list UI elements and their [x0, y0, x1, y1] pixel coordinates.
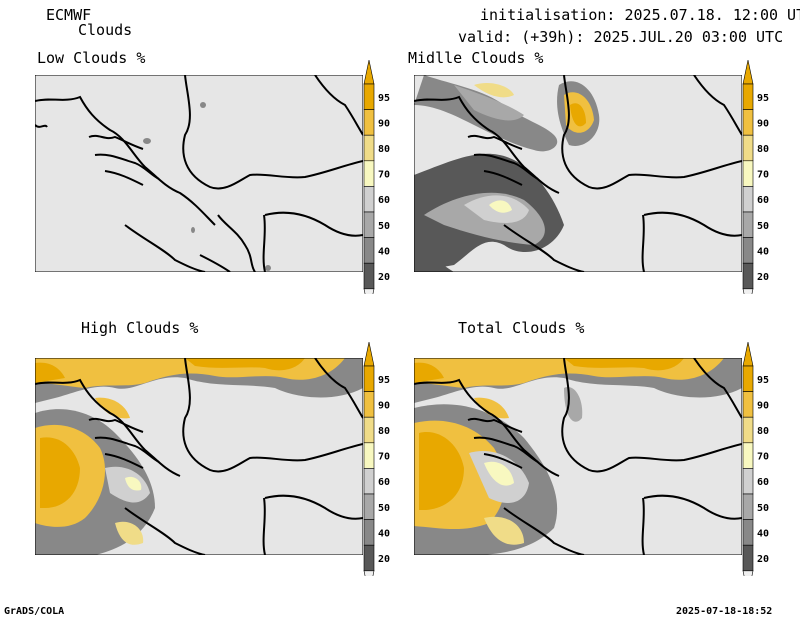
colorbar-segment — [363, 442, 375, 469]
colorbar-high: 95 90 80 70 60 50 40 20 — [363, 341, 390, 576]
colorbar-label: 70 — [378, 452, 390, 463]
colorbar-label: 40 — [378, 246, 390, 257]
colorbar-segment — [742, 160, 754, 187]
colorbar-label: 70 — [757, 452, 769, 463]
colorbar-label: 60 — [757, 195, 769, 206]
colorbar-segment — [742, 186, 754, 213]
colorbar-segment — [742, 493, 754, 520]
colorbar-label: 60 — [757, 477, 769, 488]
colorbar-mid: 95 90 80 70 60 50 40 20 — [742, 59, 769, 294]
colorbar-segment — [363, 211, 375, 238]
colorbar-label: 80 — [378, 144, 390, 155]
colorbar-bottom-arrow — [363, 288, 375, 294]
colorbar-top-arrow — [363, 59, 375, 85]
colorbar-label: 70 — [378, 170, 390, 181]
panel-title-low: Low Clouds % — [37, 49, 146, 67]
colorbar-bottom-arrow — [742, 288, 754, 294]
colorbar-segment — [742, 519, 754, 546]
colorbar-segment — [363, 519, 375, 546]
colorbar-label: 20 — [757, 554, 769, 565]
colorbar-segment — [363, 134, 375, 162]
colorbar-segment — [742, 83, 754, 110]
middle-clouds-map — [414, 75, 742, 272]
colorbar-bottom-arrow — [363, 570, 375, 576]
high-clouds-map — [35, 358, 363, 555]
colorbar-label: 95 — [378, 375, 390, 386]
total-clouds-map — [414, 358, 742, 555]
field-name: Clouds — [78, 21, 133, 39]
colorbar-segment — [363, 262, 375, 290]
panel-title-total: Total Clouds % — [458, 319, 585, 337]
colorbar-segment — [363, 186, 375, 213]
colorbar-label: 90 — [757, 118, 769, 129]
colorbar-segment — [363, 493, 375, 520]
colorbar-label: 95 — [378, 93, 390, 104]
colorbar-segment — [742, 442, 754, 469]
footer-timestamp: 2025-07-18-18:52 — [676, 606, 773, 617]
colorbar-segment — [363, 109, 375, 136]
colorbar-segment — [742, 109, 754, 136]
colorbar-label: 50 — [378, 221, 390, 232]
colorbar-label: 40 — [757, 246, 769, 257]
colorbar-label: 90 — [757, 400, 769, 411]
colorbar-segment — [742, 468, 754, 495]
colorbar-label: 95 — [757, 93, 769, 104]
colorbar-segment — [363, 237, 375, 264]
colorbar-segment — [742, 391, 754, 418]
init-time: initialisation: 2025.07.18. 12:00 UTC — [480, 6, 800, 24]
panel-title-mid: Midlle Clouds % — [408, 49, 544, 67]
colorbar-label: 40 — [757, 528, 769, 539]
colorbar-total: 95 90 80 70 60 50 40 20 — [742, 341, 769, 576]
colorbar-label: 20 — [378, 554, 390, 565]
colorbar-label: 95 — [757, 375, 769, 386]
colorbar-segment — [363, 160, 375, 187]
colorbar-segment — [742, 365, 754, 392]
colorbar-segment — [742, 262, 754, 290]
colorbar-top-arrow — [742, 341, 754, 367]
colorbar-segment — [363, 365, 375, 392]
colorbar-label: 20 — [757, 272, 769, 283]
colorbar-label: 50 — [757, 221, 769, 232]
low-clouds-map — [35, 75, 363, 272]
colorbar-label: 80 — [378, 426, 390, 437]
model-name: ECMWF — [46, 6, 92, 24]
colorbar-top-arrow — [742, 59, 754, 85]
panel-title-high: High Clouds % — [81, 319, 199, 337]
colorbar-label: 80 — [757, 144, 769, 155]
valid-time: valid: (+39h): 2025.JUL.20 03:00 UTC — [458, 28, 784, 46]
colorbar-segment — [363, 544, 375, 572]
colorbar-segment — [742, 237, 754, 264]
colorbar-segment — [742, 416, 754, 444]
colorbar-label: 40 — [378, 528, 390, 539]
colorbar-segment — [363, 468, 375, 495]
colorbar-low: 95 90 80 70 60 50 40 20 — [363, 59, 390, 294]
colorbar-label: 20 — [378, 272, 390, 283]
colorbar-top-arrow — [363, 341, 375, 367]
colorbar-segment — [363, 391, 375, 418]
colorbar-segment — [742, 544, 754, 572]
colorbar-label: 50 — [378, 503, 390, 514]
footer-software: GrADS/COLA — [4, 606, 65, 617]
colorbar-label: 70 — [757, 170, 769, 181]
colorbar-segment — [742, 134, 754, 162]
colorbar-label: 90 — [378, 400, 390, 411]
colorbar-label: 50 — [757, 503, 769, 514]
colorbar-segment — [363, 83, 375, 110]
colorbar-label: 60 — [378, 477, 390, 488]
colorbar-label: 60 — [378, 195, 390, 206]
colorbar-label: 90 — [378, 118, 390, 129]
colorbar-label: 80 — [757, 426, 769, 437]
colorbar-bottom-arrow — [742, 570, 754, 576]
colorbar-segment — [742, 211, 754, 238]
colorbar-segment — [363, 416, 375, 444]
